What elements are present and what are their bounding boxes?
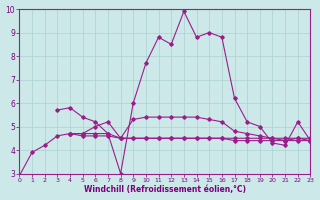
X-axis label: Windchill (Refroidissement éolien,°C): Windchill (Refroidissement éolien,°C): [84, 185, 246, 194]
